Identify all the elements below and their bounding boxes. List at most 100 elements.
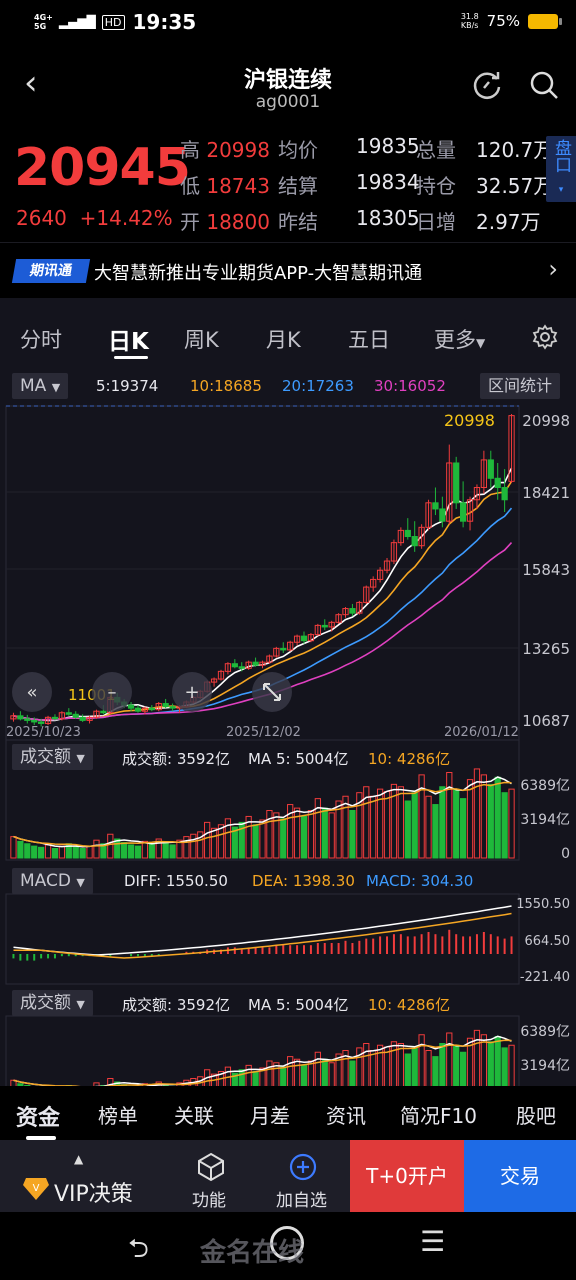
scroll-left-button[interactable]: «	[12, 672, 52, 712]
tab-monthly[interactable]: 月K	[266, 328, 301, 352]
chevron-right-icon: ›	[548, 255, 558, 283]
candle-body	[321, 624, 328, 628]
candle-body	[100, 710, 107, 714]
tab-related[interactable]: 关联	[174, 1104, 214, 1128]
candle-body	[383, 560, 391, 571]
volume-bar	[224, 818, 232, 859]
settings-icon[interactable]	[532, 324, 558, 350]
quote-row-1: 高 20998	[180, 138, 270, 162]
tab-daily[interactable]: 日K	[108, 329, 149, 355]
expand-icon[interactable]	[252, 672, 292, 712]
quote-avg-val: 19835	[356, 134, 420, 158]
price-axis-label: 13265	[522, 640, 570, 658]
zoom-in-button[interactable]: +	[172, 672, 212, 712]
macd-selector[interactable]: MACD ▼	[12, 868, 93, 894]
volume-bar	[238, 821, 245, 859]
hd-badge: HD	[101, 14, 125, 30]
add-watchlist-label: 加自选	[276, 1191, 327, 1211]
news-banner[interactable]: 期讯通 大智慧新推出专业期货APP-大智慧期讯通 ›	[0, 242, 576, 298]
tab-news[interactable]: 资讯	[326, 1104, 366, 1128]
zoom-out-button[interactable]: –	[92, 672, 132, 712]
volume-bar	[404, 1053, 411, 1086]
refresh-icon[interactable]	[470, 68, 504, 102]
kline-chart[interactable]: 20998 18421 15843 13265 10687 20998 1100…	[0, 404, 576, 1086]
volume-bar	[107, 833, 114, 859]
volume-bar	[121, 842, 128, 859]
volume-bar	[17, 840, 24, 859]
volume-bar	[280, 818, 287, 859]
tab-weekly[interactable]: 周K	[184, 328, 219, 352]
clock: 19:35	[132, 10, 197, 34]
candle-body	[134, 707, 142, 712]
candle-body	[169, 706, 176, 709]
function-button[interactable]: 功能	[166, 1140, 256, 1212]
volume-bar	[363, 1043, 370, 1086]
volume2-current: 成交额: 3592亿	[122, 996, 230, 1014]
quote-oi-val: 32.57万	[476, 174, 554, 198]
candle-body	[245, 661, 252, 669]
volume2-selector[interactable]: 成交额 ▼	[12, 990, 93, 1016]
date-label: 2025/10/23	[6, 725, 81, 740]
svg-text:V: V	[33, 1183, 40, 1194]
tab-spread[interactable]: 月差	[250, 1104, 290, 1128]
price-axis-label: 15843	[522, 561, 570, 579]
tab-forum[interactable]: 股吧	[516, 1104, 556, 1128]
volume-bar	[508, 1044, 515, 1086]
candle-body	[24, 718, 31, 721]
add-watchlist-button[interactable]: 加自选	[256, 1140, 350, 1212]
tab-intraday[interactable]: 分时	[20, 328, 62, 352]
candle-body	[439, 508, 446, 522]
volume-bar	[155, 838, 162, 859]
status-bar: 4G+ 5G ▂▄▆█ HD 19:35 31.8 KB/s 75%	[0, 0, 576, 44]
tab-five-day[interactable]: 五日	[348, 328, 390, 352]
volume-bar	[439, 786, 446, 859]
volume-bar	[307, 1060, 315, 1086]
open-account-button[interactable]: T+0开户	[350, 1140, 464, 1212]
tab-f10[interactable]: 简况F10	[400, 1104, 477, 1128]
candle-body	[376, 569, 384, 580]
tab-more[interactable]: 更多▼	[434, 328, 486, 352]
volume-bar	[314, 1051, 321, 1086]
search-icon[interactable]	[527, 68, 561, 102]
trade-button[interactable]: 交易	[464, 1140, 576, 1212]
network-indicator: 4G+ 5G	[34, 13, 53, 31]
volume-bar	[10, 836, 17, 859]
candle-body	[259, 661, 266, 666]
ma20-value: 20:17263	[282, 377, 354, 395]
volume-bar	[273, 1062, 280, 1086]
tab-funds[interactable]: 资金	[16, 1106, 61, 1131]
function-label: 功能	[192, 1191, 226, 1211]
volume-bar	[342, 795, 349, 859]
candle-body	[155, 703, 162, 711]
volume-bar	[397, 786, 404, 859]
indicator-selector[interactable]: MA ▼	[12, 373, 69, 399]
candle-body	[397, 529, 404, 544]
candle-body	[210, 678, 218, 683]
diamond-icon: V	[23, 1178, 49, 1200]
volume-bar	[245, 1064, 252, 1086]
home-nav-icon[interactable]	[270, 1226, 304, 1260]
volume-bar	[314, 798, 321, 859]
candle-body	[349, 608, 356, 614]
range-stats-button[interactable]: 区间统计	[480, 373, 561, 399]
candle-body	[273, 647, 280, 657]
back-nav-icon[interactable]: ⮌	[128, 1234, 149, 1264]
volume-bar	[376, 788, 384, 859]
signal-icon: ▂▄▆█	[58, 15, 96, 29]
volume-bar	[141, 1083, 149, 1086]
volume-bar	[58, 845, 66, 859]
volume-bar	[38, 846, 45, 859]
volume-bar	[439, 1043, 446, 1086]
vip-button[interactable]: ▲ V VIP决策	[0, 1140, 166, 1212]
volume-bar	[480, 1034, 487, 1086]
volume-bar	[418, 774, 425, 859]
back-icon[interactable]: ‹	[24, 63, 38, 103]
price-axis-label: 20998	[522, 412, 570, 430]
menu-nav-icon[interactable]: ☰	[420, 1225, 446, 1258]
order-book-button[interactable]: 盘口 ▾	[546, 136, 576, 202]
candle-body	[328, 621, 335, 628]
candle-body	[72, 713, 79, 718]
tab-rankings[interactable]: 榜单	[98, 1104, 138, 1128]
volume-selector[interactable]: 成交额 ▼	[12, 744, 93, 770]
candle-body	[342, 608, 349, 616]
